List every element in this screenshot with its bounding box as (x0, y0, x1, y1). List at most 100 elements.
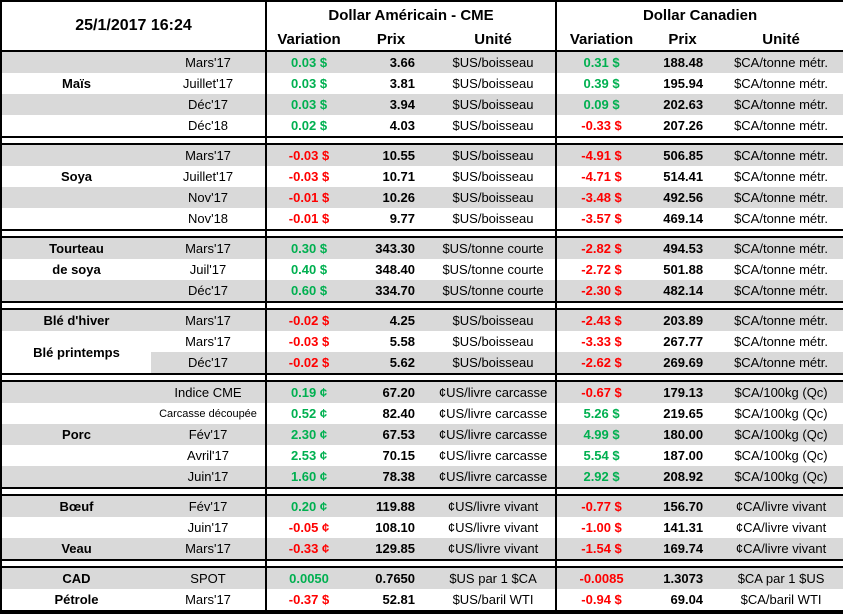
table-row: Carcasse découpée 0.52 ¢ 82.40 ¢US/livre ca… (1, 403, 843, 424)
ca-dollar-header: Dollar Canadien (555, 1, 843, 29)
spacer-cell (555, 487, 843, 496)
spacer-cell (1, 136, 267, 145)
table-row: Soya Juillet'17 -0.03 $ 10.71 $US/boisseau -4… (1, 166, 843, 187)
ca-unit-cell: $CA/tonne métr. (734, 262, 829, 277)
us-price-cell: 67.20 (351, 381, 432, 403)
commodity-cell (1, 51, 151, 73)
month-cell: Déc'17 (151, 280, 267, 302)
us-variation-cell: -0.37 $ (265, 589, 352, 612)
us-variation-cell: 1.60 ¢ (265, 466, 352, 488)
ca-variation-cell: -2.72 $ (555, 259, 647, 280)
month-cell: Juin'17 (187, 520, 229, 535)
ca-variation-cell: -4.71 $ (555, 166, 647, 187)
ca-unit-cell: ¢CA/livre vivant (735, 520, 827, 535)
spacer-cell (265, 373, 557, 382)
us-unit-cell: $US/tonne courte (431, 280, 557, 302)
timestamp: 25/1/2017 16:24 (1, 1, 267, 52)
us-unit-cell: $US/boisseau (431, 94, 557, 115)
spacer-cell (555, 559, 843, 568)
us-price-cell: 348.40 (375, 262, 416, 277)
ca-variation-cell: -0.94 $ (555, 589, 647, 612)
table-row: Porc Fév'17 2.30 ¢ 67.53 ¢US/livre carcasse 4… (1, 424, 843, 445)
us-price-cell: 334.70 (351, 280, 432, 302)
spacer-cell (1, 487, 267, 496)
us-unit-cell: $US/boisseau (452, 76, 534, 91)
us-unit-cell: ¢US/livre vivant (431, 538, 557, 560)
ca-price-cell: 1.3073 (646, 567, 720, 589)
table-row: Juin'17 1.60 ¢ 78.38 ¢US/livre carcasse 2.92… (1, 466, 843, 488)
us-unit-cell: ¢US/livre carcasse (438, 406, 548, 421)
us-price-cell: 67.53 (351, 424, 432, 445)
us-price-cell: 78.38 (351, 466, 432, 488)
month-cell: Carcasse découpée (159, 407, 257, 420)
us-price-cell: 5.62 (351, 352, 432, 374)
month-cell: Mars'17 (151, 51, 267, 73)
us-variation-cell: -0.33 ¢ (265, 538, 352, 560)
commodity-cell: Tourteau (1, 237, 151, 259)
table-row: Déc'17 0.03 $3.94 $US/boisseau 0.09 $202.63… (1, 94, 843, 115)
us-variation-cell: 2.53 ¢ (265, 445, 352, 466)
ca-price-cell: 208.92 (646, 466, 720, 488)
month-cell: Mars'17 (151, 538, 267, 560)
us-unit-cell: $US/boisseau (431, 352, 557, 374)
us-variation-cell: 0.52 ¢ (265, 403, 352, 424)
ca-variation-cell: -0.77 $ (555, 495, 647, 517)
us-price-cell: 70.15 (382, 448, 416, 463)
ca-unit-cell: $CA/100kg (Qc) (734, 406, 828, 421)
commodity-cell: de soya (52, 262, 101, 277)
month-cell: Fév'17 (151, 424, 267, 445)
ca-variation-cell: 5.26 $ (555, 403, 647, 424)
us-variation-cell: 0.03 $ (265, 73, 352, 94)
ca-price-cell: 202.63 (646, 94, 720, 115)
us-unit-cell: ¢US/livre vivant (431, 495, 557, 517)
ca-prix-header: Prix (646, 29, 720, 52)
ca-unit-cell: $CA/100kg (Qc) (719, 424, 843, 445)
ca-unit-cell: ¢CA/livre vivant (719, 495, 843, 517)
month-cell: Mars'17 (185, 334, 231, 349)
us-unit-cell: $US/boisseau (431, 51, 557, 73)
us-variation-cell: 0.02 $ (265, 115, 352, 137)
ca-price-cell: 469.14 (663, 211, 704, 226)
section-spacer (1, 136, 843, 145)
commodity-cell: Blé d'hiver (1, 309, 151, 331)
us-unit-cell: ¢US/livre carcasse (438, 448, 548, 463)
us-price-cell: 10.26 (351, 187, 432, 208)
ca-price-cell: 269.69 (646, 352, 720, 374)
us-variation-cell: -0.05 ¢ (265, 517, 352, 538)
section-spacer (1, 559, 843, 568)
month-cell: SPOT (151, 567, 267, 589)
us-variation-header: Variation (265, 29, 352, 52)
us-price-cell: 4.25 (351, 309, 432, 331)
ca-unite-header: Unité (719, 29, 843, 52)
ca-variation-cell: -3.33 $ (555, 331, 647, 352)
commodity-cell (1, 187, 151, 208)
us-price-cell: 10.71 (382, 169, 416, 184)
table-row: Nov'17 -0.01 $10.26 $US/boisseau -3.48 $492… (1, 187, 843, 208)
spacer-cell (1, 373, 267, 382)
ca-price-cell: 156.70 (646, 495, 720, 517)
us-price-cell: 10.55 (351, 144, 432, 166)
month-cell: Indice CME (151, 381, 267, 403)
table-row: Veau Mars'17 -0.33 ¢ 129.85 ¢US/livre vivant… (1, 538, 843, 560)
commodity-cell (1, 381, 151, 403)
ca-unit-cell: $CA/tonne métr. (734, 211, 829, 226)
commodity-cell: Veau (1, 538, 151, 560)
ca-variation-cell: -3.48 $ (555, 187, 647, 208)
table-row: Nov'18 -0.01 $ 9.77 $US/boisseau -3.57 $ 469.… (1, 208, 843, 230)
month-cell: Avril'17 (187, 448, 229, 463)
ca-price-cell: 514.41 (663, 169, 704, 184)
ca-price-cell: 188.48 (646, 51, 720, 73)
month-cell: Mars'17 (151, 309, 267, 331)
table-row: CAD SPOT 0.0050 0.7650 $US par 1 $CA -0.0085 1… (1, 567, 843, 589)
commodity-cell (1, 144, 151, 166)
us-unit-cell: $US/boisseau (431, 187, 557, 208)
commodity-cell (1, 517, 151, 538)
ca-unit-cell: ¢CA/livre vivant (719, 538, 843, 560)
table-row: Blé d'hiver Mars'17 -0.02 $4.25 $US/boissea… (1, 309, 843, 331)
us-unit-cell: ¢US/livre vivant (447, 520, 539, 535)
month-cell: Mars'17 (151, 237, 267, 259)
table-row: Déc'18 0.02 $ 4.03 $US/boisseau -0.33 $ 207.2… (1, 115, 843, 137)
ca-unit-cell: $CA/tonne métr. (719, 187, 843, 208)
us-price-cell: 5.58 (389, 334, 416, 349)
